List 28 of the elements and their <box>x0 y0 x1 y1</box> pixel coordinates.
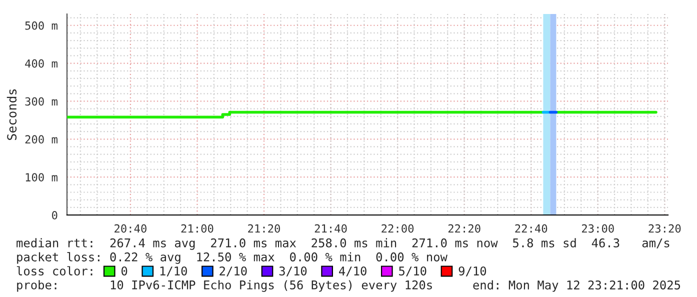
text: packet loss: 0.22 % avg 12.50 % max 0.00 % min 0.00 % now <box>17 252 448 264</box>
y-axis-title: Seconds <box>6 89 17 140</box>
y-tick-label: 200 m <box>25 135 58 144</box>
legend-label: 0 <box>122 266 128 276</box>
x-tick-label: 21:40 <box>314 224 347 233</box>
x-tick-label: 21:00 <box>181 224 214 233</box>
legend-label: 2/10 <box>220 266 247 276</box>
legend-label: 3/10 <box>279 266 307 276</box>
y-tick-label: 0 <box>52 211 58 220</box>
x-tick-label: 21:20 <box>248 224 280 233</box>
y-tick-label: 100 m <box>26 173 58 182</box>
text: median rtt: 267.4 ms avg 271.0 ms max 258.0 ms min 271.0 ms now 5.8 ms sd 46.3 am/s <box>16 238 670 250</box>
legend-title: loss color: <box>16 266 92 276</box>
x-tick-label: 23:20 <box>648 224 681 233</box>
y-tick-label: 300 m <box>25 97 58 106</box>
y-tick-label: 400 m <box>25 59 58 68</box>
text: probe: 10 IPv6-ICMP Echo Pings (56 Bytes) every 120s <box>17 280 432 292</box>
y-tick-label: 500 m <box>25 21 58 30</box>
legend-label: 1/10 <box>160 266 187 276</box>
x-tick-label: 22:20 <box>448 224 480 233</box>
legend-label: 5/10 <box>399 266 426 276</box>
text: end: Mon May 12 23:21:00 2025 <box>473 280 680 292</box>
x-tick-label: 22:00 <box>382 224 414 233</box>
x-tick-label: 23:00 <box>582 224 614 233</box>
x-tick-label: 22:40 <box>515 224 548 233</box>
legend-label: 4/10 <box>339 266 366 276</box>
legend-label: 9/10 <box>458 266 486 276</box>
x-tick-label: 20:40 <box>114 224 146 233</box>
